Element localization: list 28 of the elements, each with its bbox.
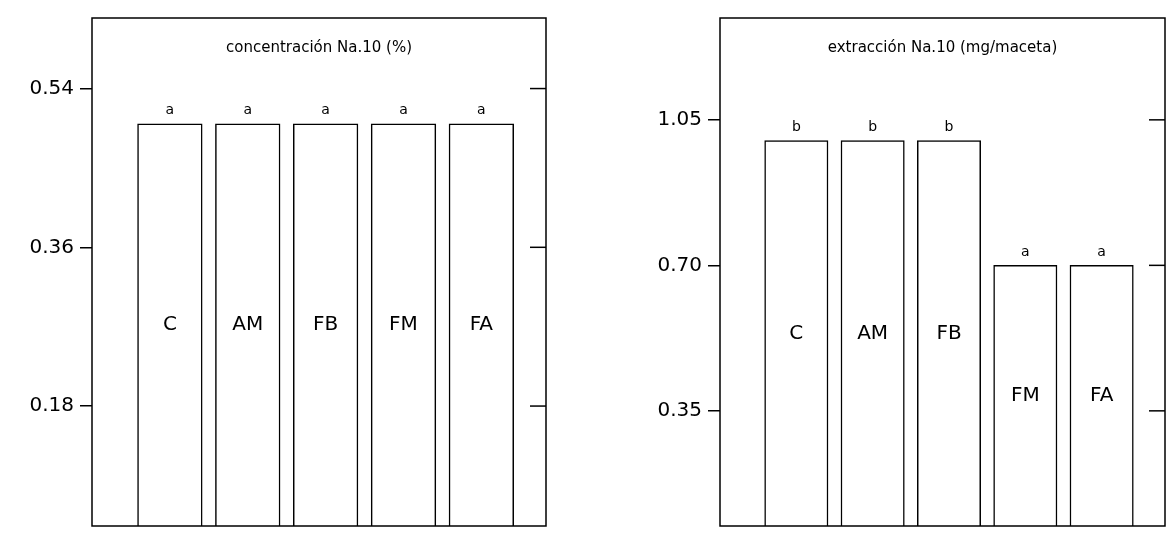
category-label: FM [1010,381,1040,406]
category-label: AM [857,319,889,344]
category-label: FB [313,311,339,336]
y-tick-label: 0.35 [657,397,702,422]
category-label: AM [232,311,264,336]
y-tick-label: 1.05 [657,106,702,131]
annotation: a [477,101,486,118]
y-tick-label: 0.70 [657,251,702,276]
category-label: FA [1089,381,1114,406]
annotation: b [791,118,801,135]
annotation: a [1021,242,1030,259]
annotation: b [944,118,954,135]
y-tick-label: 0.18 [29,392,74,417]
y-tick-label: 0.54 [29,74,74,99]
annotation: a [165,101,175,118]
annotation: a [399,101,408,118]
annotation: b [868,118,878,135]
category-label: C [162,311,177,336]
category-label: FM [389,311,418,336]
text: extracción Na.10 (mg/maceta) [827,37,1058,56]
text: concentración Na.10 (%) [225,37,413,56]
annotation: a [321,101,330,118]
category-label: C [789,319,804,344]
annotation: a [243,101,253,118]
annotation: a [1097,242,1106,259]
category-label: FB [936,319,962,344]
y-tick-label: 0.36 [29,233,74,258]
category-label: FA [469,311,494,336]
